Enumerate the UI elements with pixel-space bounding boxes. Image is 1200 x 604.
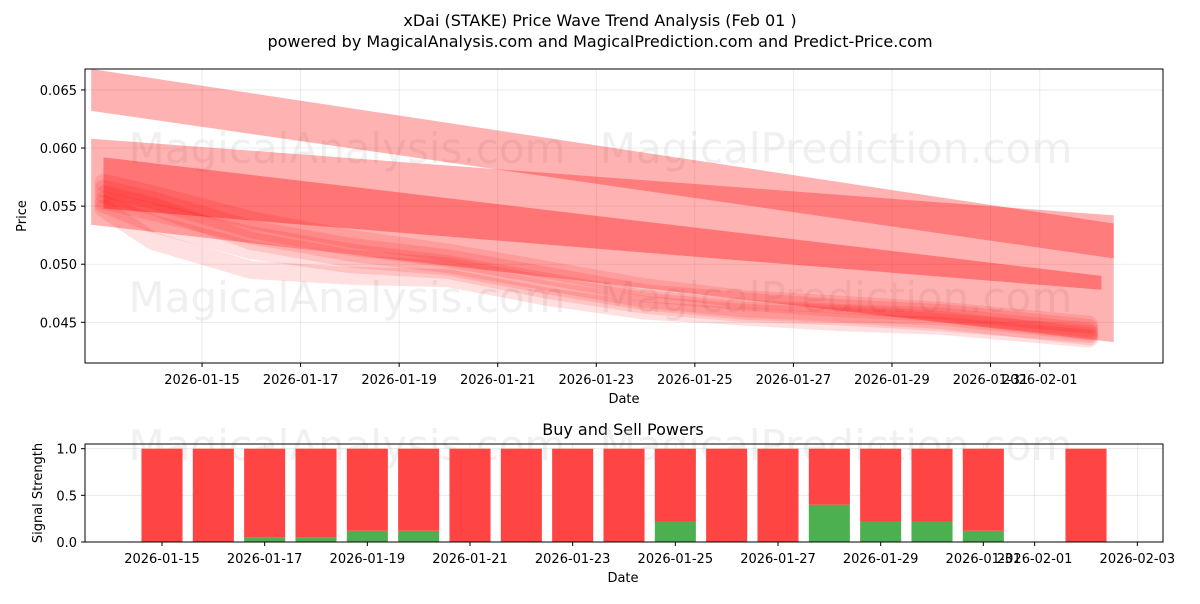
price-x-axis-label: Date — [608, 392, 639, 407]
wave-line — [94, 199, 1099, 348]
sell-bar — [192, 448, 234, 542]
price-plot-frame — [84, 68, 1164, 364]
buy-bar — [654, 521, 696, 542]
x-tick-label: 2026-01-21 — [432, 552, 508, 567]
price-watermarks: MagicalAnalysis.com MagicalPrediction.co… — [129, 124, 1073, 322]
buy-bar — [244, 537, 286, 542]
wave-lines — [94, 173, 1099, 348]
watermark-prediction: MagicalPrediction.com — [600, 273, 1073, 322]
buy-bar — [808, 504, 850, 542]
x-tick-label: 2026-02-01 — [997, 552, 1073, 567]
x-tick-label: 2026-01-23 — [535, 552, 611, 567]
buy-bar — [346, 530, 388, 542]
x-tick-label: 2026-01-17 — [227, 552, 303, 567]
x-tick-label: 2026-01-17 — [263, 373, 339, 388]
y-tick-label: 0.055 — [40, 200, 77, 215]
wave-line — [94, 191, 1099, 341]
price-y-ticks: 0.045 0.050 0.055 0.060 0.065 — [40, 84, 85, 331]
watermark-prediction: MagicalPrediction.com — [600, 124, 1073, 173]
buy-bar — [295, 537, 337, 542]
x-tick-label: 2026-02-03 — [1100, 552, 1176, 567]
x-tick-label: 2026-01-31 — [953, 373, 1029, 388]
wave-bands — [91, 69, 1114, 343]
signal-watermarks: MagicalAnalysis.com MagicalPrediction.co… — [129, 421, 1073, 470]
x-tick-label: 2026-01-27 — [756, 373, 832, 388]
wave-line — [94, 179, 1099, 338]
sell-bar — [398, 448, 440, 531]
y-tick-label: 0.045 — [40, 316, 77, 331]
x-tick-label: 2026-01-29 — [854, 373, 930, 388]
x-tick-label: 2026-01-27 — [740, 552, 816, 567]
sell-bar — [860, 448, 902, 522]
buy-bar — [860, 521, 902, 542]
y-tick-label: 1.0 — [56, 443, 77, 458]
x-tick-label: 2026-01-15 — [124, 552, 200, 567]
x-tick-label: 2026-02-01 — [1002, 373, 1078, 388]
buy-bar — [962, 530, 1004, 542]
x-tick-label: 2026-01-19 — [361, 373, 437, 388]
sell-bar — [552, 448, 594, 542]
sell-bar — [346, 448, 388, 531]
x-tick-label: 2026-01-21 — [460, 373, 536, 388]
signal-bars — [141, 448, 1107, 542]
signal-y-axis-label: Signal Strength — [31, 443, 46, 543]
sell-bar — [244, 448, 286, 538]
y-tick-label: 0.0 — [56, 536, 77, 551]
wave-line — [94, 194, 1099, 343]
signal-y-ticks: 0.0 0.5 1.0 — [56, 443, 85, 551]
chart-title: xDai (STAKE) Price Wave Trend Analysis (… — [403, 11, 796, 30]
price-panel: MagicalAnalysis.com MagicalPrediction.co… — [15, 68, 1164, 407]
y-tick-label: 0.050 — [40, 258, 77, 273]
buy-bar — [911, 521, 953, 542]
wave-line — [94, 173, 1099, 334]
sell-bar — [911, 448, 953, 522]
sell-bar — [295, 448, 337, 538]
x-tick-label: 2026-01-15 — [164, 373, 240, 388]
sell-bar — [654, 448, 696, 522]
wave-band — [103, 157, 1102, 290]
buy-bar — [398, 530, 440, 542]
sell-bar — [141, 448, 183, 542]
sell-bar — [962, 448, 1004, 531]
signal-panel: Buy and Sell Powers MagicalAnalysis.com … — [31, 420, 1175, 586]
x-tick-label: 2026-01-31 — [946, 552, 1022, 567]
x-tick-label: 2026-01-19 — [330, 552, 406, 567]
y-tick-label: 0.065 — [40, 84, 77, 99]
x-tick-label: 2026-01-25 — [657, 373, 733, 388]
x-tick-label: 2026-01-25 — [638, 552, 714, 567]
watermark-analysis: MagicalAnalysis.com — [129, 273, 566, 322]
sell-bar — [757, 448, 799, 542]
wave-band — [91, 69, 1114, 259]
signal-x-ticks: 2026-01-15 2026-01-17 2026-01-19 2026-01-21… — [124, 542, 1175, 567]
y-tick-label: 0.5 — [56, 489, 77, 504]
sell-bar — [808, 448, 850, 505]
chart-subtitle: powered by MagicalAnalysis.com and Magic… — [267, 32, 932, 51]
sell-bar — [603, 448, 645, 542]
price-plot-area — [85, 69, 1163, 363]
wave-band — [91, 138, 1114, 343]
y-tick-label: 0.060 — [40, 142, 77, 157]
price-x-ticks: 2026-01-15 2026-01-17 2026-01-19 2026-01-21… — [164, 363, 1078, 388]
sell-bar — [706, 448, 748, 542]
watermark-analysis: MagicalAnalysis.com — [129, 124, 566, 173]
signal-plot-frame — [84, 443, 1164, 543]
signal-x-axis-label: Date — [607, 571, 638, 586]
sell-bar — [500, 448, 542, 542]
wave-line — [94, 185, 1099, 346]
sell-bar — [449, 448, 491, 542]
price-y-axis-label: Price — [15, 200, 30, 232]
x-tick-label: 2026-01-23 — [558, 373, 634, 388]
signal-title: Buy and Sell Powers — [542, 420, 704, 439]
sell-bar — [1065, 448, 1107, 542]
x-tick-label: 2026-01-29 — [843, 552, 919, 567]
price-grid — [85, 69, 1163, 363]
